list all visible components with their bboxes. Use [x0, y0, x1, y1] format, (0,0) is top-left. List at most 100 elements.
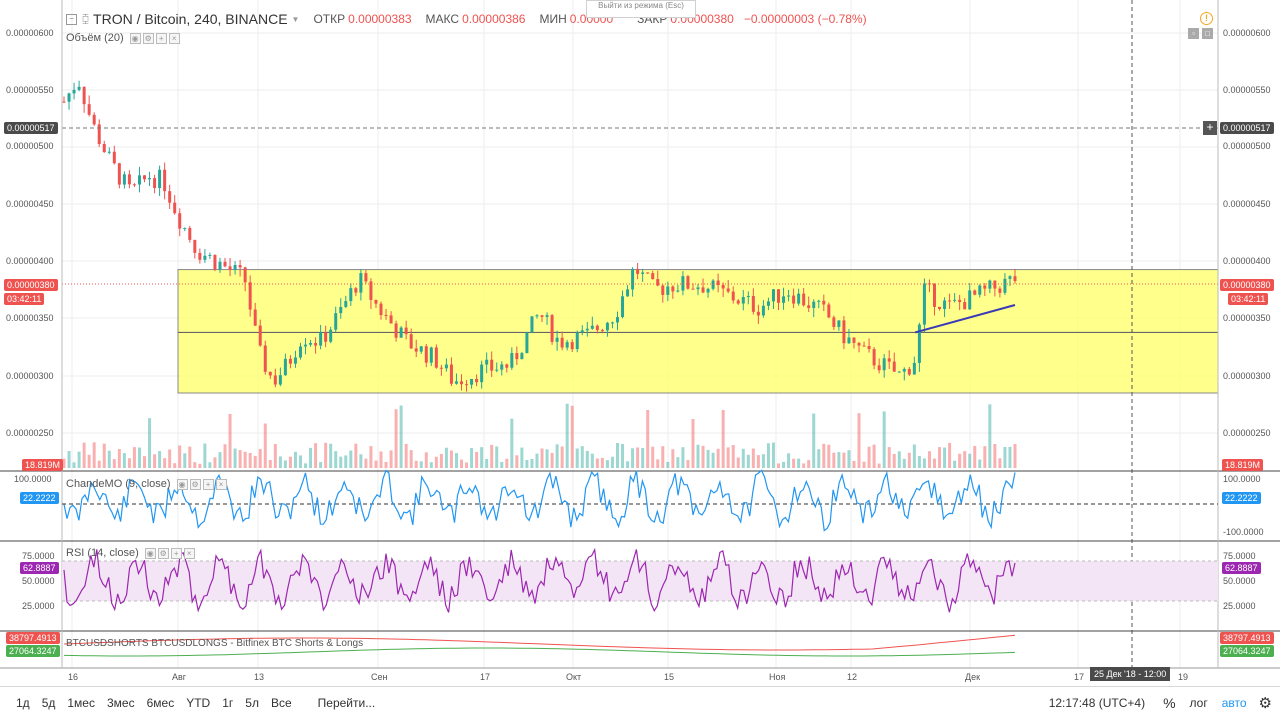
rsi-axis-label-right: 25.0000 — [1223, 601, 1256, 611]
chart-canvas[interactable] — [0, 0, 1280, 686]
open-label: ОТКР — [313, 12, 346, 26]
range-3m-button[interactable]: 3мес — [106, 696, 135, 710]
volume-bar — [419, 461, 423, 468]
candle-body — [922, 283, 926, 325]
volume-bar — [610, 456, 614, 468]
volume-bar — [731, 445, 735, 468]
range-1m-button[interactable]: 1мес — [67, 696, 95, 710]
candle-body — [424, 346, 428, 363]
range-6m-button[interactable]: 6мес — [146, 696, 175, 710]
price-axis-label: 0.00000400 — [6, 256, 54, 266]
collapse-icon[interactable]: − — [66, 13, 77, 25]
candle-body — [585, 328, 589, 331]
goto-button[interactable]: Перейти... — [317, 696, 376, 710]
symbol-title[interactable]: TRON / Bitcoin, 240, BINANCE — [93, 11, 288, 27]
candle-body — [1013, 276, 1017, 282]
range-5d-button[interactable]: 5д — [41, 696, 56, 710]
log-scale-toggle[interactable]: лог — [1189, 696, 1208, 710]
volume-bar — [686, 460, 690, 468]
candle-body — [998, 288, 1002, 293]
clock-timezone[interactable]: 12:17:48 (UTC+4) — [1048, 696, 1146, 710]
candle-body — [334, 313, 338, 330]
restore-icon[interactable]: ▫ — [1188, 28, 1199, 39]
volume-bar — [409, 450, 413, 468]
percent-scale-toggle[interactable]: % — [1163, 695, 1176, 711]
candle-body — [560, 337, 564, 348]
maximize-icon[interactable]: □ — [1202, 28, 1213, 39]
candle-body — [867, 345, 871, 350]
volume-bar — [213, 457, 217, 468]
volume-bar — [394, 409, 398, 468]
eye-icon[interactable]: ◉ — [176, 478, 188, 490]
close-icon[interactable]: × — [168, 32, 180, 44]
volume-bar — [782, 461, 786, 468]
settings-icon[interactable]: ⚙ — [189, 478, 201, 490]
candle-body — [112, 151, 116, 164]
plus-icon[interactable]: + — [170, 547, 182, 559]
volume-bar — [555, 444, 559, 468]
candle-body — [278, 375, 282, 385]
candle-body — [490, 359, 494, 371]
price-axis-label-right: 0.00000250 — [1223, 428, 1271, 438]
volume-bar — [621, 443, 625, 468]
volume-bar — [127, 458, 131, 468]
volume-bar — [535, 453, 539, 468]
volume-bar — [565, 403, 569, 468]
candle-body — [188, 227, 192, 240]
candle-body — [872, 349, 876, 366]
volume-bar — [87, 454, 91, 468]
volume-bar — [495, 446, 499, 468]
candle-body — [475, 378, 479, 383]
range-ytd-button[interactable]: YTD — [186, 696, 211, 710]
volume-bar — [404, 443, 408, 468]
close-icon[interactable]: × — [183, 547, 195, 559]
auto-scale-toggle[interactable]: авто — [1221, 696, 1247, 710]
candle-body — [198, 252, 202, 260]
candle-body — [661, 285, 665, 295]
volume-bar — [334, 451, 338, 468]
trendline[interactable] — [914, 304, 1016, 334]
volume-bar — [963, 451, 967, 468]
add-alert-plus-icon[interactable]: + — [1203, 121, 1217, 135]
volume-study-name[interactable]: Объём (20) — [66, 32, 124, 44]
plus-icon[interactable]: + — [155, 32, 167, 44]
settings-icon[interactable]: ⚙ — [142, 32, 154, 44]
candle-body — [434, 347, 438, 368]
chevron-down-icon[interactable]: ▼ — [291, 14, 300, 24]
range-all-button[interactable]: Все — [270, 696, 292, 710]
range-5y-button[interactable]: 5л — [245, 696, 259, 710]
volume-tag-right: 18.819M — [1222, 459, 1264, 471]
volume-bar — [948, 442, 952, 468]
settings-icon[interactable]: ⚙ — [157, 547, 169, 559]
candle-body — [535, 315, 539, 317]
gear-icon[interactable]: ⚙ — [1258, 695, 1272, 712]
chande-study-name[interactable]: ChandeMO (9, close) — [66, 478, 171, 490]
volume-bar — [671, 449, 675, 468]
close-icon[interactable]: × — [215, 478, 227, 490]
candle-body — [892, 361, 896, 372]
volume-bar — [153, 454, 157, 468]
candle-body — [293, 357, 297, 364]
price-axis-label-right: 0.00000600 — [1223, 28, 1271, 38]
exit-mode-popup[interactable]: Выйти из режима (Esc) — [586, 0, 696, 18]
range-1d-button[interactable]: 1д — [16, 696, 30, 710]
rsi-study-name[interactable]: RSI (14, close) — [66, 547, 139, 559]
volume-bar — [198, 463, 202, 468]
volume-bar — [1003, 446, 1007, 468]
range-1y-button[interactable]: 1г — [222, 696, 234, 710]
volume-bar — [112, 459, 116, 468]
volume-bar — [927, 451, 931, 468]
price-axis-label-right: 0.00000450 — [1223, 199, 1271, 209]
candle-body — [656, 279, 660, 286]
volume-bar — [892, 453, 896, 468]
warning-icon[interactable]: ! — [1200, 12, 1213, 25]
plus-icon[interactable]: + — [202, 478, 214, 490]
volume-bar — [193, 462, 197, 468]
eye-icon[interactable]: ◉ — [129, 32, 141, 44]
candle-body — [178, 213, 182, 229]
shorts-study-name[interactable]: BTCUSDSHORTS BTCUSDLONGS - Bitfinex BTC … — [66, 638, 364, 649]
time-axis-label: Авг — [172, 672, 187, 682]
time-axis-label: 15 — [664, 672, 675, 682]
chande-value-tag-right: 22.2222 — [1222, 492, 1261, 504]
eye-icon[interactable]: ◉ — [144, 547, 156, 559]
